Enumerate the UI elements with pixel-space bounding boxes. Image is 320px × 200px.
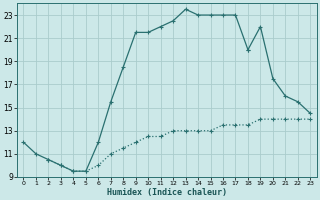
X-axis label: Humidex (Indice chaleur): Humidex (Indice chaleur) (107, 188, 227, 197)
